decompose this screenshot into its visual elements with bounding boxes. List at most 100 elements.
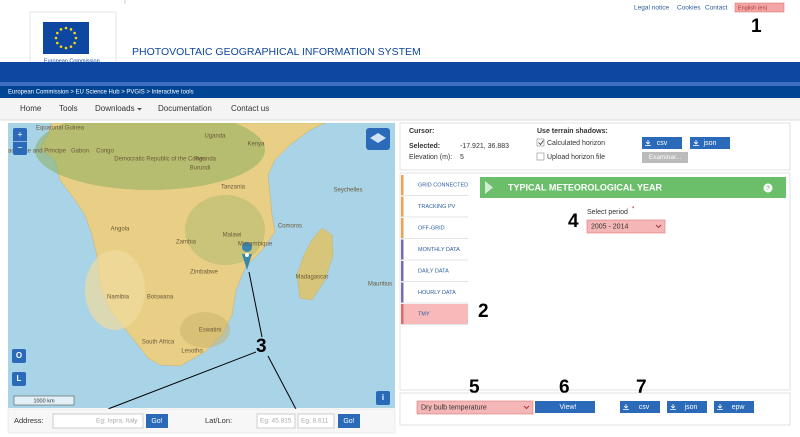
go-button[interactable] [146,414,168,428]
star [64,46,68,50]
tab[interactable] [401,261,468,281]
required-mark: * [632,207,635,213]
tab-label: HOURLY DATA [418,290,456,296]
annotation: 7 [636,377,647,398]
annotation-line [248,271,263,338]
checkbox[interactable] [536,152,545,161]
download-label: epw [732,404,746,411]
tab[interactable] [401,218,468,238]
star [54,36,58,40]
map-label: Zimbabwe [190,270,218,276]
download-label: csv [639,404,650,411]
blue-strip [0,82,800,86]
cursor-label: Cursor: [409,128,434,135]
tab-list: GRID CONNECTED TRACKING PV OFF-GRID MONTHLY… [401,175,468,325]
go-button[interactable] [338,414,360,428]
download-icon [717,404,723,410]
view-label: View! [560,404,577,411]
caret [137,108,142,111]
period-select[interactable] [586,219,666,234]
download-label: csv [657,140,668,147]
download-button[interactable] [642,137,682,149]
nav-item[interactable]: Home [20,104,42,113]
tab[interactable] [401,196,468,217]
tab-label: TRACKING PV [418,204,456,210]
madagascar [296,227,334,301]
tab-accent [401,282,404,303]
zoom-in[interactable]: + [17,129,22,139]
map-button-label: O [16,351,22,360]
address-input[interactable] [52,413,144,429]
variable-value: Dry bulb temperature [421,404,487,411]
download-button[interactable] [690,137,730,149]
star [69,45,73,48]
annotation: 4 [568,211,579,232]
download-button[interactable] [714,401,754,413]
zoom-out[interactable]: − [17,142,22,152]
top-link[interactable]: Legal notice [634,5,669,12]
tab[interactable] [401,304,468,324]
desert [85,250,145,330]
annotation-line [107,351,257,410]
top-link[interactable]: Contact [705,5,728,12]
view-button[interactable] [535,401,595,413]
map-label: Burundi [190,166,211,172]
tab[interactable] [401,282,468,303]
selected-label: Selected: [409,143,440,150]
tab-accent [401,239,404,260]
download-button[interactable] [667,401,707,413]
marker-dot [245,253,249,257]
annotation: 2 [478,301,489,322]
period-value: 2005 - 2014 [591,223,628,230]
lon-input[interactable] [297,413,335,429]
map-label: Mozambique [238,242,273,248]
forest [185,195,265,265]
annotation: 6 [559,377,570,398]
elevation-label: Elevation (m): [409,154,452,161]
logo-text: European Commission [44,58,100,64]
map-label: Sao Tome and Principe [4,149,67,155]
nav-item[interactable]: Documentation [158,104,212,113]
map-label: South Africa [142,340,175,346]
checkbox[interactable] [536,138,545,147]
map-label: Lesotho [181,349,203,355]
map-button[interactable] [12,372,26,386]
scale-label: 1000 km [33,398,55,404]
info-button[interactable] [376,391,390,405]
download-icon [693,140,699,146]
nav-item[interactable]: Contact us [231,104,269,113]
top-link[interactable]: Cookies [677,5,701,12]
map-label: Seychelles [333,188,362,194]
tab-label: GRID CONNECTED [418,182,468,188]
star [73,41,76,45]
language-select[interactable] [734,2,785,13]
map-label: Zambia [176,240,197,246]
tab[interactable] [401,175,468,195]
download-button[interactable] [620,401,660,413]
star [59,45,63,48]
nav-item[interactable]: Downloads [95,104,135,113]
select-caret [655,224,662,229]
map[interactable]: Equatorial Guinea Gabon Congo Sao Tome a… [4,110,395,408]
tab-accent [401,261,404,281]
variable-select[interactable] [416,400,534,415]
tmy-header [480,177,786,198]
nav-bar [0,98,800,120]
browse-label: Examinar... [649,154,682,161]
lat-input[interactable] [256,413,296,429]
header-arrow [485,181,493,194]
browse-button[interactable] [642,152,688,163]
annotation: 3 [256,336,267,357]
map-label: Namibia [107,295,130,301]
tab[interactable] [401,239,468,260]
help-label: ? [766,185,770,192]
address-placeholder: Eg: Ispra, Italy [96,418,138,425]
tab-accent [401,175,404,195]
help-icon[interactable] [763,183,773,193]
map-label: Kenya [247,142,265,148]
tab-accent [401,218,404,238]
nav-item[interactable]: Tools [59,104,78,113]
map-button[interactable] [12,349,26,363]
map-button-label: L [17,374,22,383]
breadcrumb[interactable]: European Commission > EU Science Hub > P… [8,90,194,96]
